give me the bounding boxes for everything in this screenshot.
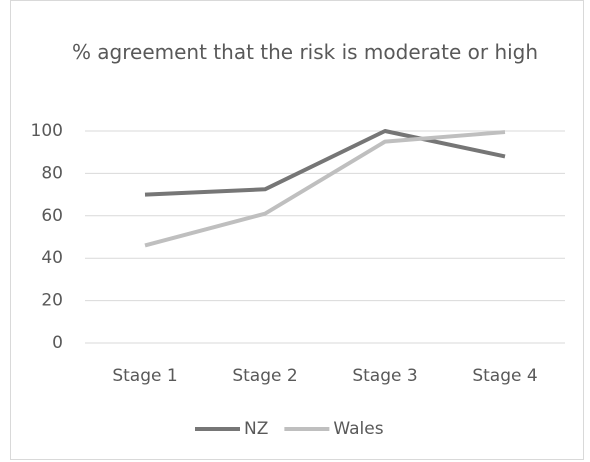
y-tick-label: 80: [41, 163, 63, 183]
y-tick-label: 20: [41, 291, 63, 311]
x-tick-label: Stage 1: [112, 366, 177, 386]
x-tick-label: Stage 4: [472, 366, 537, 386]
chart-title: % agreement that the risk is moderate or…: [71, 40, 539, 64]
y-tick-label: 100: [31, 121, 63, 141]
legend-label: Wales: [333, 419, 383, 439]
legend-label: NZ: [244, 419, 268, 439]
data-line: [144, 130, 506, 248]
y-tick-label: 40: [41, 248, 63, 268]
x-tick-label: Stage 3: [352, 366, 417, 386]
y-tick-label: 0: [52, 333, 63, 353]
y-tick-label: 60: [41, 206, 63, 226]
x-tick-label: Stage 2: [232, 366, 297, 386]
chart-frame: [10, 0, 584, 460]
data-line: [144, 129, 506, 197]
